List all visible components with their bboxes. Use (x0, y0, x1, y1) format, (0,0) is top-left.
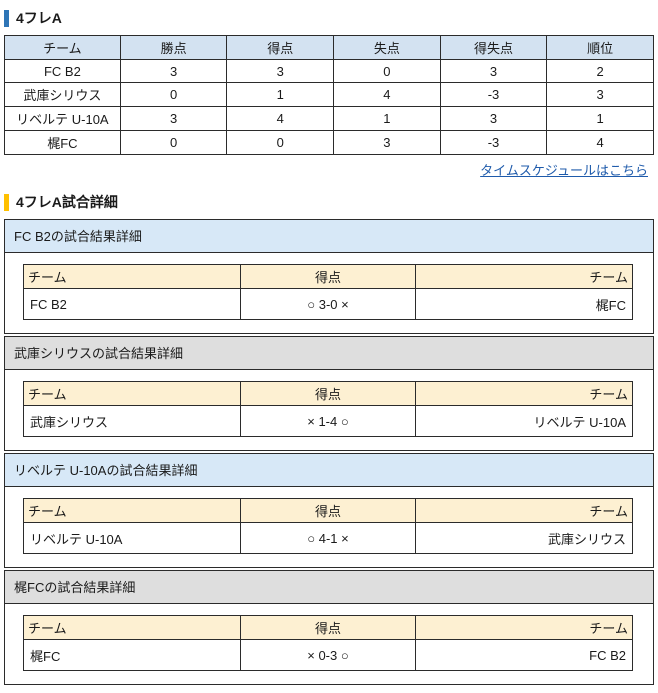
standings-header-goals-for: 得点 (226, 35, 335, 60)
match-header-team-left: チーム (23, 498, 241, 523)
standings-header-win-points: 勝点 (119, 35, 228, 60)
rank-cell: 4 (546, 130, 654, 155)
standings-header-rank: 順位 (546, 35, 654, 60)
match-result-table: チーム 得点 チーム リベルテ U-10A ○ 4-1 × 武庫シリウス (23, 498, 633, 554)
match-section-header: FC B2の試合結果詳細 (5, 220, 653, 253)
standings-header-goal-diff: 得失点 (439, 35, 548, 60)
score-cell: ○ 4-1 × (239, 522, 417, 554)
match-header-team-right: チーム (415, 381, 633, 406)
match-section-body: チーム 得点 チーム リベルテ U-10A ○ 4-1 × 武庫シリウス (5, 487, 653, 567)
match-header-score: 得点 (239, 615, 417, 640)
standings-header-team: チーム (4, 35, 121, 60)
score-cell: ○ 3-0 × (239, 288, 417, 320)
goal-diff-cell: 3 (439, 106, 548, 131)
match-result-row: リベルテ U-10A ○ 4-1 × 武庫シリウス (23, 522, 633, 554)
away-team-cell: 梶FC (415, 288, 633, 320)
match-section-header: 梶FCの試合結果詳細 (5, 571, 653, 604)
team-name-cell: FC B2 (4, 59, 121, 83)
match-section-kaji-fc: 梶FCの試合結果詳細 チーム 得点 チーム 梶FC × 0-3 ○ FC B2 (4, 570, 654, 685)
standings-header-goals-against: 失点 (333, 35, 441, 60)
away-team-cell: 武庫シリウス (415, 522, 633, 554)
rank-cell: 3 (546, 82, 654, 107)
home-team-cell: 武庫シリウス (23, 405, 241, 437)
win-points-cell: 0 (119, 130, 228, 155)
score-cell: × 1-4 ○ (239, 405, 417, 437)
match-section-body: チーム 得点 チーム 武庫シリウス × 1-4 ○ リベルテ U-10A (5, 370, 653, 450)
match-section-header: リベルテ U-10Aの試合結果詳細 (5, 454, 653, 487)
goals-for-cell: 4 (226, 106, 335, 131)
goal-diff-cell: 3 (439, 59, 548, 83)
match-header-team-left: チーム (23, 264, 241, 289)
goals-against-cell: 4 (333, 82, 441, 107)
goals-against-cell: 1 (333, 106, 441, 131)
match-section-fc-b2: FC B2の試合結果詳細 チーム 得点 チーム FC B2 ○ 3-0 × 梶F… (4, 219, 654, 334)
rank-cell: 2 (546, 59, 654, 83)
goal-diff-cell: 3 (333, 130, 441, 155)
details-section-title: 4フレA試合詳細 (4, 192, 654, 212)
match-header-row: チーム 得点 チーム (23, 498, 633, 523)
away-team-cell: FC B2 (415, 639, 633, 671)
home-team-cell: FC B2 (23, 288, 241, 320)
team-name-cell: リベルテ U-10A (4, 106, 121, 131)
standings-header-row: チーム 勝点 得点 失点 得失点 順位 (4, 35, 654, 60)
win-points-cell: 3 (119, 59, 228, 83)
match-header-team-right: チーム (415, 264, 633, 289)
match-section-muko-sirius: 武庫シリウスの試合結果詳細 チーム 得点 チーム 武庫シリウス × 1-4 ○ … (4, 336, 654, 451)
match-header-row: チーム 得点 チーム (23, 264, 633, 289)
match-result-table: チーム 得点 チーム 武庫シリウス × 1-4 ○ リベルテ U-10A (23, 381, 633, 437)
details-title-label: 4フレA試合詳細 (16, 194, 118, 210)
goal-diff-cell: -3 (439, 82, 548, 107)
away-team-cell: リベルテ U-10A (415, 405, 633, 437)
score-cell: × 0-3 ○ (239, 639, 417, 671)
time-schedule-link[interactable]: タイムスケジュールはこちら (480, 163, 648, 178)
match-section-header: 武庫シリウスの試合結果詳細 (5, 337, 653, 370)
team-name-cell: 武庫シリウス (4, 82, 121, 107)
match-header-score: 得点 (239, 381, 417, 406)
match-result-table: チーム 得点 チーム FC B2 ○ 3-0 × 梶FC (23, 264, 633, 320)
table-row: リベルテ U-10A 3 4 1 3 1 (4, 106, 654, 131)
win-points-cell: 0 (119, 82, 228, 107)
goals-for-cell: 1 (226, 82, 335, 107)
goal-diff-cell: -3 (439, 130, 548, 155)
home-team-cell: 梶FC (23, 639, 241, 671)
match-header-team-left: チーム (23, 381, 241, 406)
team-name-cell: 梶FC (4, 130, 121, 155)
goals-against-cell: 0 (333, 59, 441, 83)
match-header-score: 得点 (239, 498, 417, 523)
match-header-team-right: チーム (415, 498, 633, 523)
match-result-table: チーム 得点 チーム 梶FC × 0-3 ○ FC B2 (23, 615, 633, 671)
match-result-row: 梶FC × 0-3 ○ FC B2 (23, 639, 633, 671)
yellow-accent-bar (4, 193, 9, 211)
match-result-row: FC B2 ○ 3-0 × 梶FC (23, 288, 633, 320)
table-row: 武庫シリウス 0 1 4 -3 3 (4, 82, 654, 107)
rank-cell: 1 (546, 106, 654, 131)
match-header-row: チーム 得点 チーム (23, 615, 633, 640)
win-points-cell: 3 (119, 106, 228, 131)
blue-accent-bar (4, 9, 9, 27)
match-header-team-right: チーム (415, 615, 633, 640)
match-section-body: チーム 得点 チーム FC B2 ○ 3-0 × 梶FC (5, 253, 653, 333)
table-row: 梶FC 0 0 3 -3 4 (4, 130, 654, 155)
table-row: FC B2 3 3 0 3 2 (4, 59, 654, 83)
match-section-liberte-u10a: リベルテ U-10Aの試合結果詳細 チーム 得点 チーム リベルテ U-10A … (4, 453, 654, 568)
standings-title-label: 4フレA (16, 10, 62, 26)
home-team-cell: リベルテ U-10A (23, 522, 241, 554)
schedule-link-row: タイムスケジュールはこちら (4, 155, 654, 185)
match-header-row: チーム 得点 チーム (23, 381, 633, 406)
match-header-score: 得点 (239, 264, 417, 289)
match-section-body: チーム 得点 チーム 梶FC × 0-3 ○ FC B2 (5, 604, 653, 684)
match-header-team-left: チーム (23, 615, 241, 640)
standings-section-title: 4フレA (4, 8, 654, 28)
match-result-row: 武庫シリウス × 1-4 ○ リベルテ U-10A (23, 405, 633, 437)
standings-table: チーム 勝点 得点 失点 得失点 順位 FC B2 3 3 0 3 2 武庫シリ… (4, 35, 654, 155)
goals-for-cell: 3 (226, 59, 335, 83)
goals-for-cell: 0 (226, 130, 335, 155)
